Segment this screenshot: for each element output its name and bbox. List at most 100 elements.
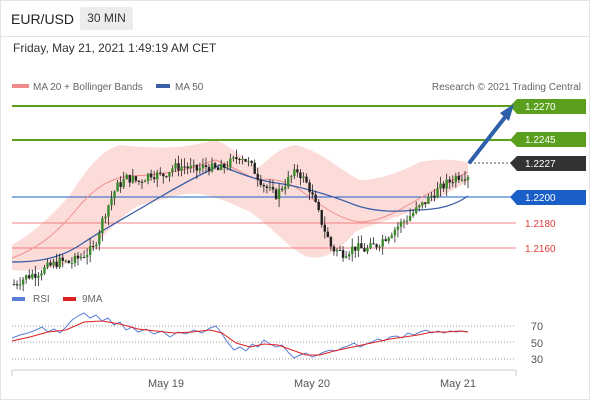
candle-body [283, 186, 287, 190]
candle-body [15, 284, 19, 286]
candle-body [70, 263, 74, 265]
candle-body [52, 261, 55, 266]
candle-body [24, 275, 28, 280]
candle-body [326, 231, 330, 238]
candle-body [189, 165, 192, 169]
candle-body [219, 164, 223, 171]
candle-body [183, 166, 186, 168]
bollinger-band [12, 140, 468, 271]
candle-body [436, 188, 439, 198]
rsi-tick-70: 70 [531, 321, 543, 333]
candle-body [79, 256, 83, 259]
candle-body [165, 176, 168, 178]
candle-body [293, 169, 296, 177]
candle-body [302, 176, 305, 179]
resistance-1-value: 1.2270 [525, 102, 556, 113]
current-price-value: 1.2227 [525, 159, 556, 170]
candle-body [265, 186, 269, 188]
candle-body [296, 169, 299, 173]
candle-body [323, 224, 326, 232]
candle-body [107, 205, 110, 217]
candle-body [427, 196, 430, 204]
candle-body [223, 164, 226, 168]
candle-body [131, 176, 135, 183]
candle-body [64, 260, 67, 262]
candle-body [463, 179, 467, 181]
candle-body [92, 246, 95, 248]
candle-body [168, 172, 171, 177]
candle-body [238, 159, 241, 161]
candle-body [180, 166, 183, 171]
candle-body [433, 195, 436, 198]
candle-body [235, 157, 238, 160]
current-price-tag-pointer [510, 156, 517, 171]
candle-body [351, 246, 354, 254]
x-label-may21: May 21 [440, 378, 476, 390]
candle-body [387, 237, 390, 241]
pivot-value: 1.2200 [525, 193, 556, 204]
candle-body [250, 160, 253, 163]
candle-body [390, 235, 394, 238]
candle-body [338, 249, 342, 251]
candle-body [457, 175, 461, 180]
candle-body [287, 177, 290, 187]
ma50-legend-swatch [156, 84, 170, 88]
candle-body [21, 279, 25, 285]
candle-body [37, 275, 40, 278]
candle-body [162, 173, 165, 177]
candle-body [320, 210, 323, 225]
candle-body [466, 177, 470, 180]
candle-body [116, 182, 119, 192]
candle-body [268, 187, 272, 189]
candle-body [18, 284, 22, 286]
candle-body [253, 162, 256, 174]
candle-body [186, 166, 189, 169]
candle-body [171, 168, 174, 173]
datetime-label: Friday, May 21, 2021 1:49:19 AM CET [13, 41, 217, 55]
candle-body [363, 248, 366, 252]
candle-body [439, 183, 442, 189]
chart-header: EUR/USD 30 MIN [0, 0, 590, 36]
rsi-legend-label: RSI [33, 294, 50, 305]
candle-body [396, 226, 400, 230]
candle-body [125, 174, 128, 180]
candle-body [415, 207, 418, 213]
candle-body [101, 218, 104, 234]
forecast-arrow [468, 114, 508, 164]
candle-body [308, 182, 311, 193]
rsi-legend-swatch [12, 297, 25, 301]
candle-body [430, 195, 433, 197]
candle-body [140, 181, 144, 183]
candle-body [159, 172, 162, 174]
candle-body [451, 182, 454, 184]
rsi-ma-legend-label: 9MA [82, 294, 103, 305]
candle-body [262, 184, 266, 187]
candle-body [85, 254, 89, 258]
candle-body [299, 172, 302, 179]
support-1-value: 1.2180 [525, 219, 556, 230]
candle-body [357, 243, 360, 251]
candle-body [43, 267, 46, 274]
candle-body [210, 163, 214, 172]
candle-body [58, 257, 61, 267]
candle-body [329, 237, 333, 247]
candle-body [274, 189, 278, 199]
candle-body [241, 158, 244, 161]
candle-body [49, 262, 52, 266]
timeframe-badge[interactable]: 30 MIN [80, 7, 133, 30]
candle-body [46, 262, 49, 268]
candle-body [411, 212, 415, 216]
symbol-label: EUR/USD [11, 11, 75, 27]
candle-body [55, 261, 58, 267]
header-divider [0, 36, 590, 37]
candle-body [375, 244, 378, 248]
copyright-label: Research © 2021 Trading Central [432, 82, 581, 93]
candle-body [73, 255, 77, 264]
candle-body [143, 180, 147, 183]
candle-body [408, 215, 412, 221]
candle-body [12, 284, 16, 286]
rsi-line [11, 312, 469, 359]
candlestick-series [12, 149, 470, 292]
candle-body [207, 167, 211, 172]
